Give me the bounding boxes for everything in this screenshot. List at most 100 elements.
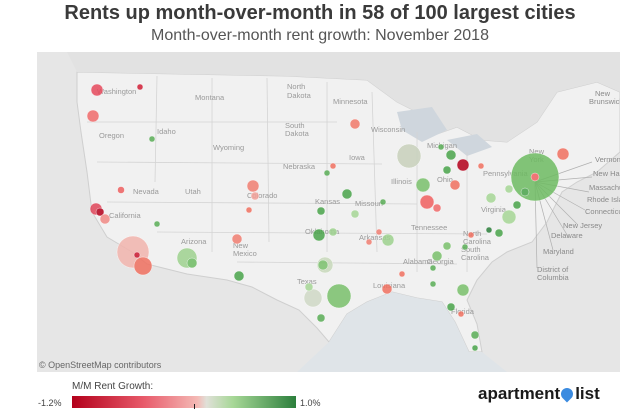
city-bubble [316,206,326,216]
city-bubble [350,209,360,219]
city-bubble [520,187,530,197]
legend-color-bar [72,396,296,408]
us-map[interactable]: Washington Montana North Dakota Minnesota… [37,52,620,372]
city-bubble [429,280,437,288]
city-bubble [456,283,470,297]
svg-text:Mexico: Mexico [233,249,257,258]
city-bubble [326,283,352,309]
city-bubble [233,270,245,282]
city-bubble [381,233,395,247]
city-bubble [396,143,422,169]
city-bubble [556,147,570,161]
svg-text:Washington: Washington [97,87,136,96]
svg-text:Carolina: Carolina [463,237,492,246]
city-bubble [381,283,393,295]
svg-text:Texas: Texas [297,277,317,286]
city-bubble [530,172,540,182]
legend-max-label: 1.0% [300,398,321,408]
city-bubble [375,228,383,236]
city-bubble [99,213,111,225]
city-bubble [449,179,461,191]
city-bubble [186,257,198,269]
svg-text:Idaho: Idaho [157,127,176,136]
svg-text:New Jersey: New Jersey [563,221,602,230]
svg-text:Columbia: Columbia [537,273,570,282]
city-bubble [415,177,431,193]
legend-min-label: -1.2% [38,398,62,408]
city-bubble [133,251,141,259]
svg-text:Pennsylvania: Pennsylvania [483,169,528,178]
city-bubble [250,191,260,201]
chart-subtitle: Month-over-month rent growth: November 2… [151,27,489,44]
svg-text:Rhode Island: Rhode Island [587,195,620,204]
svg-text:Tennessee: Tennessee [411,223,447,232]
svg-text:Delaware: Delaware [551,231,583,240]
city-bubble [379,198,387,206]
svg-text:New: New [529,147,545,156]
city-bubble [504,184,514,194]
city-bubble [467,231,475,239]
city-bubble [485,192,497,204]
svg-text:Colorado: Colorado [247,191,277,200]
svg-text:Alabama: Alabama [403,257,433,266]
city-bubble [328,227,338,237]
city-bubble [136,83,144,91]
svg-text:District of: District of [537,265,569,274]
svg-text:Maryland: Maryland [543,247,574,256]
chart-title: Rents up month-over-month in 58 of 100 l… [64,2,576,24]
city-bubble [329,162,337,170]
city-bubble [485,226,493,234]
svg-text:Montana: Montana [195,93,225,102]
svg-text:Connecticut: Connecticut [585,207,620,216]
city-bubble [303,288,323,308]
svg-text:Wyoming: Wyoming [213,143,244,152]
svg-text:Dakota: Dakota [287,91,312,100]
location-pin-icon [558,385,576,403]
svg-text:California: California [109,211,142,220]
city-bubble [437,143,445,151]
svg-text:Iowa: Iowa [349,153,366,162]
city-bubble [312,228,326,242]
svg-text:South: South [285,121,305,130]
svg-text:Carolina: Carolina [461,253,490,262]
svg-text:New: New [233,241,249,250]
svg-text:Massachusetts: Massachusetts [589,183,620,192]
city-bubble [431,250,443,262]
svg-text:Dakota: Dakota [285,129,310,138]
city-bubble [512,200,522,210]
city-bubble [317,259,329,271]
svg-text:Arkansas: Arkansas [359,233,391,242]
city-bubble [341,188,353,200]
svg-text:Utah: Utah [185,187,201,196]
svg-text:Vermont: Vermont [595,155,620,164]
city-bubble [442,165,452,175]
city-bubble [148,135,156,143]
legend-zero-tick [194,404,195,409]
svg-text:Virginia: Virginia [481,205,507,214]
legend-title: M/M Rent Growth: [72,381,154,392]
svg-text:Kansas: Kansas [315,197,340,206]
city-bubble [304,282,314,292]
svg-text:New Hampshire: New Hampshire [593,169,620,178]
map-attribution[interactable]: © OpenStreetMap contributors [39,360,162,370]
city-bubble [446,302,456,312]
city-bubble [95,207,105,217]
brand-text-after: list [575,384,600,403]
city-bubble [133,256,153,276]
city-bubble [429,264,437,272]
svg-text:Minnesota: Minnesota [333,97,368,106]
city-bubble [432,203,442,213]
city-bubble [153,220,161,228]
brand-logo[interactable]: apartment list [478,384,600,404]
svg-text:Illinois: Illinois [391,177,412,186]
city-bubble [90,83,104,97]
city-bubble [471,344,479,352]
city-bubble [323,169,331,177]
city-bubble [316,313,326,323]
svg-text:Arizona: Arizona [181,237,207,246]
brand-text-before: apartment [478,384,561,403]
city-bubble [457,310,465,318]
city-bubble [461,243,469,251]
svg-text:South: South [461,245,481,254]
city-bubble [245,206,253,214]
